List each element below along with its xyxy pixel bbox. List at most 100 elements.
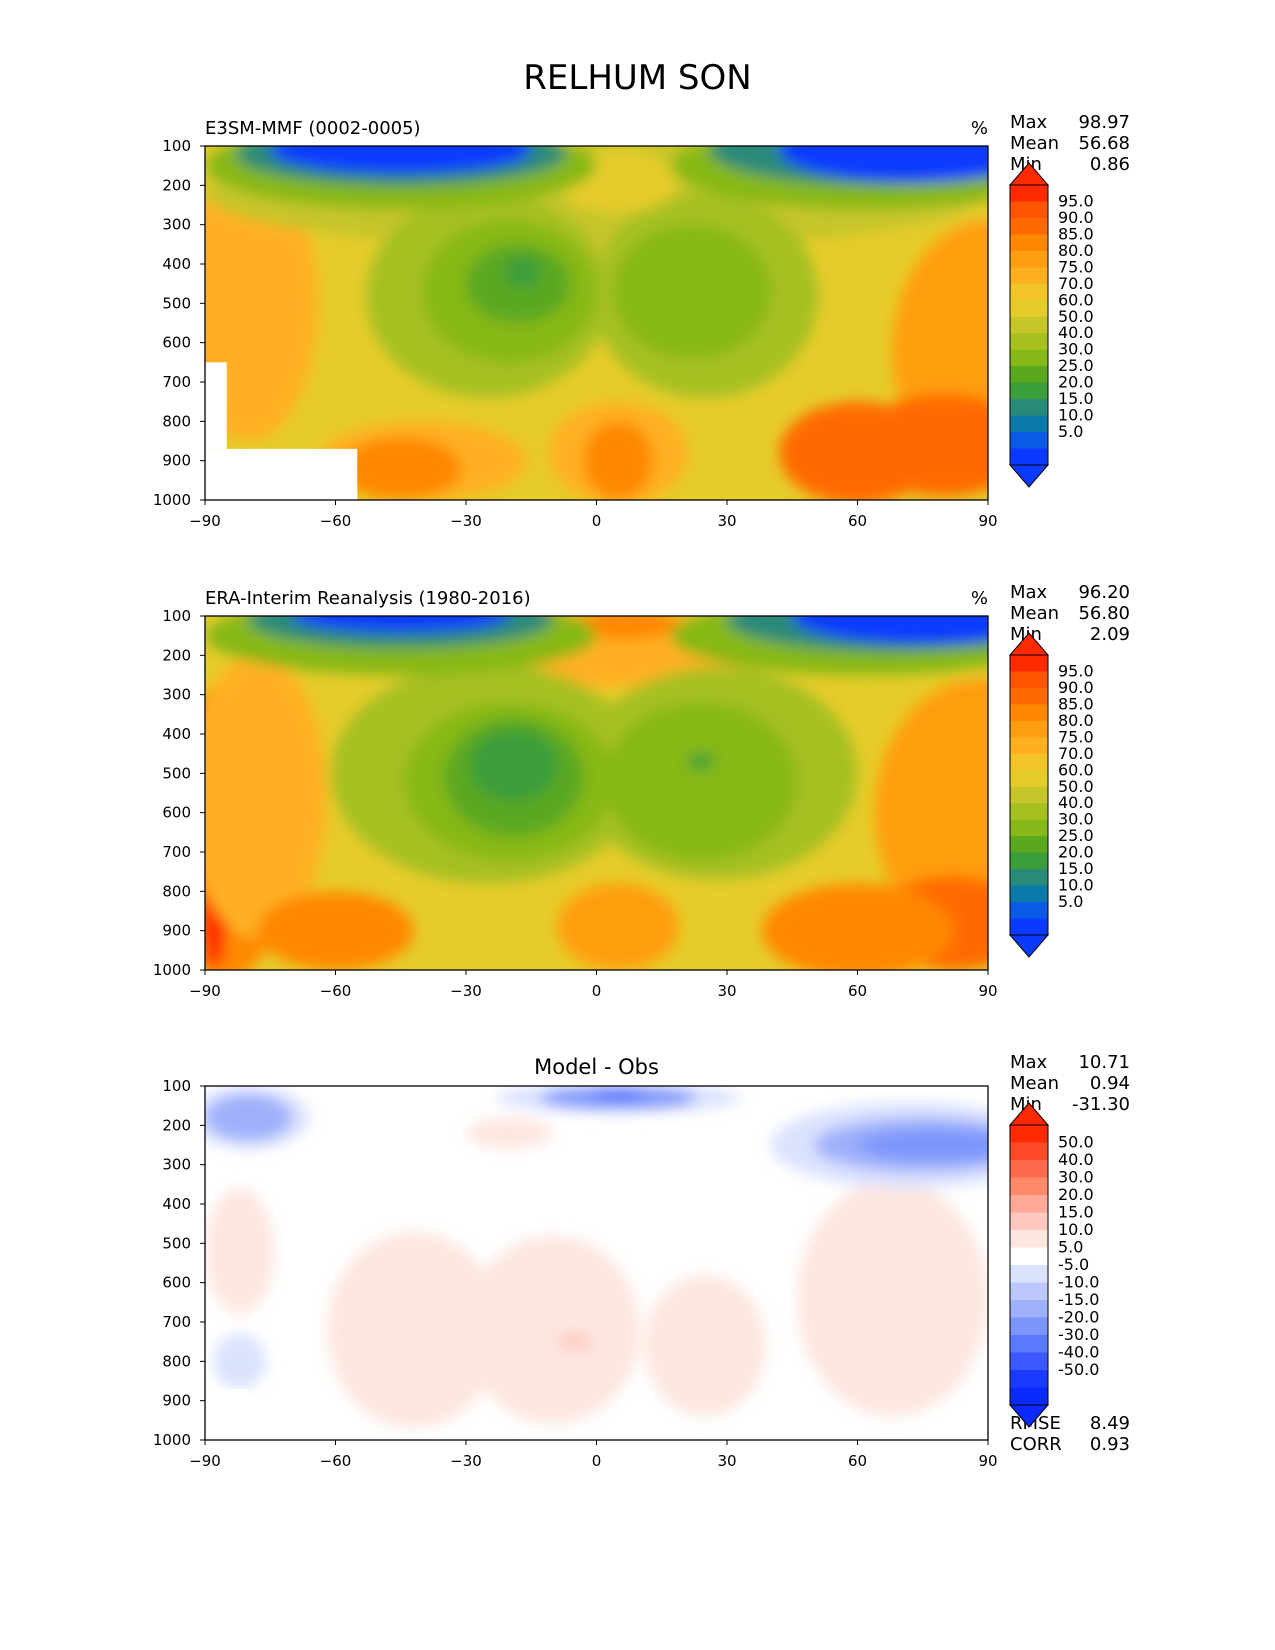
colorbar-swatch [1010,918,1048,936]
contour-region-8 [205,1093,292,1142]
x-tick-label: −90 [189,982,221,1000]
colorbar-label: 75.0 [1058,727,1094,746]
y-tick-label: 600 [162,804,191,822]
y-tick-label: 400 [162,255,191,273]
colorbar-swatch [1010,836,1048,854]
stat-value: 96.20 [1078,582,1130,603]
colorbar: 95.090.085.080.075.070.060.050.040.030.0… [1008,162,1094,488]
x-tick-label: −60 [320,1452,352,1470]
contour-region-7 [761,883,954,970]
y-tick-label: 1000 [153,1431,191,1449]
colorbar-label: 20.0 [1058,1185,1094,1204]
contour-region-11 [592,1089,645,1098]
colorbar-swatch [1010,316,1048,334]
stat-label: Mean [1010,133,1059,154]
contour-region-21 [292,616,510,632]
y-tick-label: 300 [162,1156,191,1174]
colorbar-label: -20.0 [1058,1308,1099,1327]
colorbar-label: 80.0 [1058,711,1094,730]
x-tick-label: 60 [848,512,867,530]
colorbar-label: 10.0 [1058,876,1094,895]
colorbar-swatch [1010,1125,1048,1143]
contour-regions [205,616,988,970]
colorbar-label: -50.0 [1058,1360,1099,1379]
contour-region-16 [687,753,714,770]
colorbar-frame [1009,1124,1049,1406]
colorbar-label: 5.0 [1058,422,1083,441]
stat-value: 8.49 [1090,1413,1130,1434]
colorbar-label: 75.0 [1058,257,1094,276]
colorbar-label: 25.0 [1058,356,1094,375]
stat-value: 0.93 [1090,1434,1130,1455]
y-tick-label: 900 [162,452,191,470]
x-tick-label: −30 [450,982,482,1000]
y-tick-label: 600 [162,334,191,352]
stat-label: Max [1010,112,1048,133]
x-tick-label: 90 [978,1452,997,1470]
colorbar-label: 50.0 [1058,777,1094,796]
y-tick-label: 700 [162,373,191,391]
x-tick-label: 30 [717,1452,736,1470]
panel-title: E3SM-MMF (0002-0005) [205,118,421,139]
contour-region-7 [583,421,654,500]
colorbar-label: 50.0 [1058,307,1094,326]
contour-region-8 [779,401,936,500]
x-tick-label: 0 [592,512,602,530]
colorbar-label: 70.0 [1058,744,1094,763]
colorbar-label: 90.0 [1058,208,1094,227]
contour-region-5 [466,1117,553,1149]
colorbar-swatch [1010,786,1048,804]
y-tick-label: 300 [162,216,191,234]
x-tick-label: 30 [717,982,736,1000]
contour-region-4 [205,655,327,939]
colorbar-swatch [1010,1317,1048,1336]
y-tick-label: 700 [162,1313,191,1331]
x-tick-label: −30 [450,1452,482,1470]
colorbar-label: -5.0 [1058,1255,1089,1274]
colorbar-label: 30.0 [1058,1168,1094,1187]
contour-region-22 [792,616,988,644]
colorbar-swatch [1010,869,1048,887]
colorbar-swatch [1010,720,1048,738]
stat-value: 0.94 [1090,1073,1130,1094]
colorbar-label: -30.0 [1058,1325,1099,1344]
colorbar-label: 80.0 [1058,241,1094,260]
contour-field [205,146,988,500]
colorbar-label: 60.0 [1058,290,1094,309]
contour-field [205,1086,988,1440]
colorbar-swatch [1010,1247,1048,1266]
colorbar-swatch [1010,1142,1048,1161]
stat-label: Mean [1010,1073,1059,1094]
colorbar-swatch [1010,803,1048,821]
colorbar-label: -15.0 [1058,1290,1099,1309]
colorbar-swatch [1010,885,1048,903]
colorbar-label: 20.0 [1058,373,1094,392]
colorbar-swatch [1010,300,1048,318]
x-tick-label: 0 [592,1452,602,1470]
colorbar-label: 50.0 [1058,1133,1094,1152]
colorbar-label: 10.0 [1058,1220,1094,1239]
y-tick-label: 800 [162,1352,191,1370]
colorbar-label: 70.0 [1058,274,1094,293]
colorbar-label: 30.0 [1058,810,1094,829]
contour-region-5 [339,437,462,500]
y-tick-label: 1000 [153,491,191,509]
stat-label: Max [1010,582,1048,603]
colorbar-swatch [1010,283,1048,301]
y-tick-label: 900 [162,1392,191,1410]
colorbar-label: 5.0 [1058,892,1083,911]
units-label: % [971,118,988,139]
colorbar-swatch [1010,250,1048,268]
colorbar-swatch [1010,349,1048,367]
colorbar-swatch [1010,770,1048,788]
colorbar: 50.040.030.020.015.010.05.0-5.0-10.0-15.… [1008,1102,1099,1428]
contour-region-21 [270,146,532,174]
y-tick-label: 900 [162,922,191,940]
colorbar-label: 95.0 [1058,191,1094,210]
colorbar-swatch [1010,1370,1048,1388]
colorbar-swatch [1010,267,1048,285]
colorbar-swatch [1010,1282,1048,1301]
colorbar-label: 85.0 [1058,694,1094,713]
contour-region-14 [857,1129,988,1161]
colorbar-swatch [1010,1195,1048,1213]
